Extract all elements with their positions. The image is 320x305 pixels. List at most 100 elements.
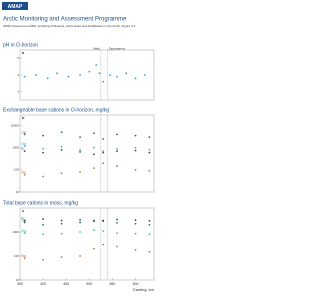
x-tick-label: 550 <box>109 282 115 286</box>
logo-box <box>2 2 28 10</box>
point <box>42 223 45 226</box>
point <box>134 134 137 137</box>
point <box>134 149 137 152</box>
panel-label: c <box>22 208 25 213</box>
point <box>79 136 81 139</box>
point <box>23 145 26 147</box>
plot-area <box>19 49 155 101</box>
point <box>98 72 101 75</box>
point <box>109 74 112 76</box>
point <box>79 150 81 153</box>
point <box>60 219 63 222</box>
point <box>79 221 81 224</box>
point <box>42 233 45 236</box>
point <box>23 221 26 224</box>
series-label: Mg <box>22 142 27 146</box>
point <box>148 223 151 226</box>
point <box>134 77 137 80</box>
y-tick-label: 1000 <box>12 230 19 234</box>
x-axis-label: Easting, km <box>133 287 155 292</box>
point <box>102 162 105 165</box>
point <box>23 232 26 234</box>
point <box>116 150 118 153</box>
point <box>42 258 45 261</box>
point <box>102 219 105 222</box>
plot-area <box>19 114 155 193</box>
point <box>79 171 81 173</box>
plot-area <box>19 207 155 281</box>
point <box>102 137 105 140</box>
series-label: Mg <box>22 229 27 233</box>
point <box>148 220 151 222</box>
point <box>60 131 63 134</box>
panel-label: a <box>22 50 25 55</box>
point <box>67 75 70 78</box>
point <box>60 256 63 258</box>
point <box>93 220 95 223</box>
point <box>23 173 26 176</box>
point <box>46 77 49 80</box>
y-tick-label: 100 <box>14 168 19 172</box>
point <box>134 248 137 251</box>
point <box>148 148 151 151</box>
point <box>79 74 81 76</box>
point <box>116 218 118 221</box>
series-label: Ca <box>22 130 27 134</box>
point <box>95 64 98 66</box>
point <box>102 150 105 153</box>
point <box>148 250 151 253</box>
point <box>102 243 105 246</box>
point <box>116 75 118 78</box>
point <box>93 247 95 250</box>
page-title: Arctic Monitoring and Assessment Program… <box>3 17 127 23</box>
point <box>134 168 137 171</box>
series-label: K <box>22 216 25 220</box>
point <box>60 145 63 148</box>
point <box>116 221 118 224</box>
panel-label: b <box>22 115 25 120</box>
point <box>42 175 45 178</box>
point <box>148 151 151 154</box>
point <box>102 151 105 154</box>
point <box>143 74 146 76</box>
point <box>116 147 118 150</box>
series-label: Na <box>22 171 27 175</box>
point <box>23 150 26 153</box>
point <box>23 257 26 260</box>
logo: AMAP <box>8 4 23 10</box>
y-tick-label: 10 <box>16 278 20 282</box>
point <box>93 146 95 149</box>
y-tick-label: 4 <box>17 73 19 77</box>
point <box>134 232 137 235</box>
point <box>116 232 118 234</box>
point <box>56 72 58 75</box>
point <box>116 133 118 136</box>
point <box>102 230 105 232</box>
point <box>116 165 118 167</box>
point <box>148 233 151 236</box>
point <box>79 218 81 221</box>
point <box>102 80 105 83</box>
point <box>134 146 137 149</box>
panel-title: pH in O-horizon <box>3 42 38 48</box>
point <box>23 75 26 78</box>
point <box>42 151 45 154</box>
point <box>79 148 81 151</box>
point <box>42 147 45 150</box>
x-tick-label: 400 <box>40 282 46 286</box>
point <box>23 133 26 136</box>
y-tick-label: 10000 <box>11 123 20 127</box>
panel-title: Total base cations in moss, mg/kg <box>3 200 78 206</box>
y-tick-label: 5 <box>17 56 19 60</box>
point <box>116 245 118 248</box>
point <box>93 229 95 231</box>
y-tick-label: 10 <box>16 190 20 194</box>
series-label: K <box>22 147 25 151</box>
x-tick-label: 350 <box>17 282 23 286</box>
point <box>79 255 81 257</box>
annotation: Nikel <box>93 46 100 50</box>
point <box>93 167 95 170</box>
point <box>148 136 151 139</box>
x-tick-label: 500 <box>86 282 92 286</box>
point <box>42 218 45 220</box>
